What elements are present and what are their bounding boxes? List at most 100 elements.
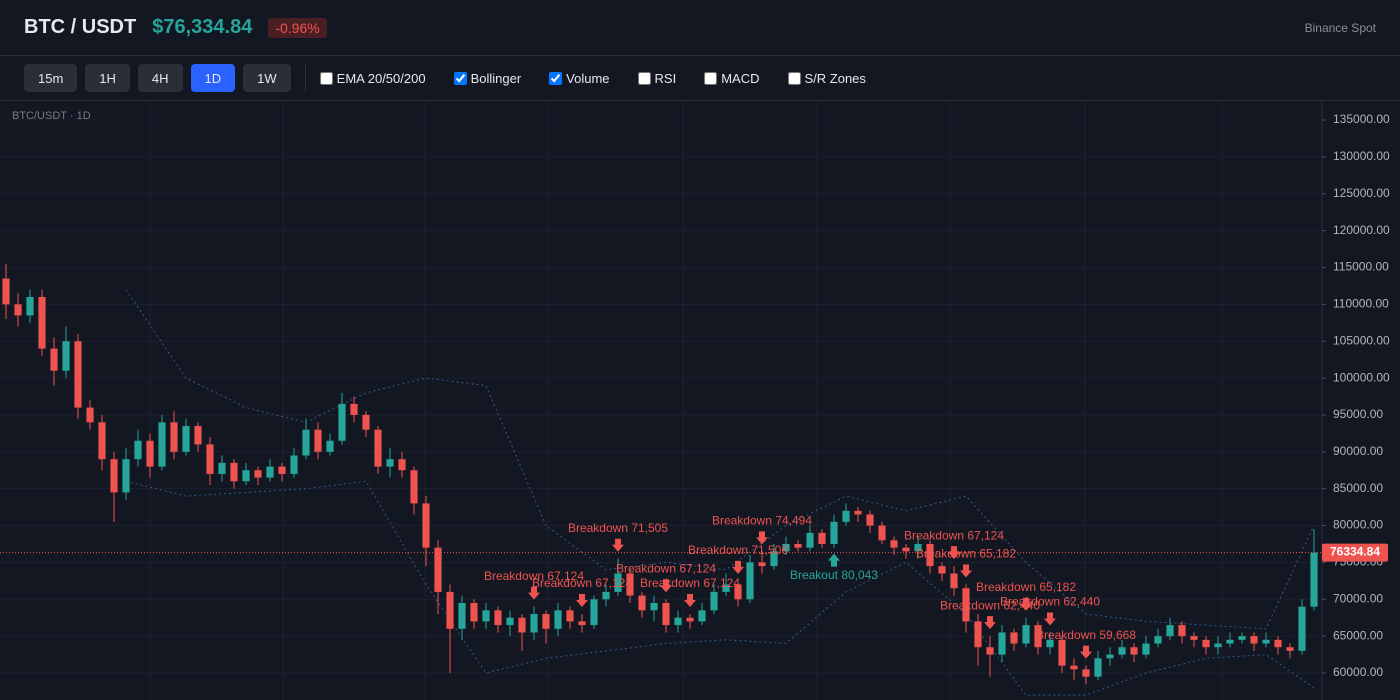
candle-body xyxy=(818,532,826,544)
breakdown-arrow xyxy=(660,579,672,593)
breakdown-arrow xyxy=(756,531,768,545)
candle-body xyxy=(230,462,238,482)
y-tick-label: 115000.00 xyxy=(1333,260,1389,274)
candle-body xyxy=(926,543,934,567)
candle-body xyxy=(794,543,802,548)
annotation-label: Breakdown 71,505 xyxy=(568,521,668,535)
candle-body xyxy=(26,296,34,316)
indicator-label: S/R Zones xyxy=(804,70,866,86)
annotation-label: Breakout 80,043 xyxy=(790,568,878,582)
annotation-label: Breakdown 62,440 xyxy=(940,598,1040,612)
breakdown-arrow xyxy=(732,560,744,574)
breakdown-arrow xyxy=(984,616,996,630)
candle-body xyxy=(686,617,694,622)
candle-body xyxy=(146,440,154,467)
annotation-label: Breakdown 65,182 xyxy=(976,580,1076,594)
candle-body xyxy=(806,532,814,548)
annotation-label: Breakdown 65,182 xyxy=(916,547,1016,561)
candle-body xyxy=(614,573,622,592)
candle-body xyxy=(1142,643,1150,655)
candle-body xyxy=(938,566,946,574)
candle-body xyxy=(1010,632,1018,644)
candle-body xyxy=(950,573,958,589)
timeframe-button[interactable]: 4H xyxy=(137,64,183,92)
candle-body xyxy=(1154,636,1162,644)
toolbar: 15m 1H 4H 1D 1W EMA 20/50/200 Bollinger Volume R… xyxy=(0,56,1400,101)
candle-body xyxy=(746,562,754,600)
candle-body xyxy=(782,543,790,552)
candle-body xyxy=(446,591,454,629)
candle-body xyxy=(254,470,262,478)
candle-body xyxy=(194,426,202,445)
candle-body xyxy=(518,617,526,633)
indicator-toggle[interactable]: RSI xyxy=(637,70,677,86)
candle-body xyxy=(1226,639,1234,644)
candle-body xyxy=(398,459,406,471)
candle-body xyxy=(242,470,250,482)
candle-body xyxy=(1058,639,1066,666)
candle-body xyxy=(1298,606,1306,651)
timeframe-button[interactable]: 1W xyxy=(243,64,291,92)
y-tick-label: 85000.00 xyxy=(1333,481,1383,495)
candle-body xyxy=(86,407,94,423)
candle-body xyxy=(98,422,106,460)
candle-body xyxy=(578,621,586,626)
candle-body xyxy=(182,426,190,452)
candle-body xyxy=(74,341,82,408)
candle-body xyxy=(1178,625,1186,637)
candle-body xyxy=(134,440,142,460)
candle-body xyxy=(386,459,394,467)
indicator-toggle[interactable]: MACD xyxy=(704,71,760,86)
candle-body xyxy=(662,602,670,626)
y-tick-label: 120000.00 xyxy=(1333,223,1390,237)
indicator-checkbox[interactable] xyxy=(704,71,718,85)
candle-body xyxy=(1094,658,1102,677)
breakdown-arrow xyxy=(612,538,624,552)
y-tick-label: 100000.00 xyxy=(1333,370,1390,384)
candle-body xyxy=(326,440,334,452)
timeframe-button[interactable]: 1D xyxy=(190,64,236,92)
annotation-label: Breakdown 74,494 xyxy=(712,514,812,528)
candle-body xyxy=(122,459,130,493)
candle-body xyxy=(986,647,994,655)
indicator-toggle[interactable]: S/R Zones xyxy=(787,70,866,86)
breakdown-arrow xyxy=(576,594,588,608)
candle-body xyxy=(1262,639,1270,644)
candle-body xyxy=(494,610,502,626)
candle-body xyxy=(878,525,886,541)
candle-body xyxy=(410,470,418,504)
indicator-toggle[interactable]: Volume xyxy=(549,71,610,86)
indicator-toggle[interactable]: EMA 20/50/200 xyxy=(319,71,426,86)
candle-body xyxy=(1130,647,1138,655)
breakdown-arrow xyxy=(1080,645,1092,659)
indicator-checkbox[interactable] xyxy=(637,71,651,85)
y-tick-label: 135000.00 xyxy=(1333,112,1390,126)
candle-body xyxy=(1082,669,1090,677)
indicator-checkbox[interactable] xyxy=(787,71,801,85)
y-tick-label: 70000.00 xyxy=(1333,591,1383,605)
indicator-toggle[interactable]: Bollinger xyxy=(453,71,521,86)
candle-body xyxy=(890,540,898,548)
candle-body xyxy=(626,573,634,596)
indicator-label: RSI xyxy=(654,70,677,86)
candle-body xyxy=(170,422,178,452)
candle-body xyxy=(38,296,46,349)
timeframe-button[interactable]: 1H xyxy=(85,64,130,92)
candle-body xyxy=(830,521,838,544)
candle-body xyxy=(1250,636,1258,644)
candle-body xyxy=(842,510,850,522)
candle-body xyxy=(1202,639,1210,648)
candle-body xyxy=(314,429,322,452)
annotation-label: Breakdown 67,124 xyxy=(904,528,1004,542)
timeframe-button[interactable]: 15m xyxy=(24,64,78,92)
indicator-checkbox[interactable] xyxy=(549,71,563,85)
indicator-checkbox[interactable] xyxy=(453,71,467,85)
candle-body xyxy=(602,591,610,600)
candle-body xyxy=(542,614,550,629)
indicator-checkbox[interactable] xyxy=(319,71,333,85)
annotation-label: Breakdown 67,124 xyxy=(640,576,740,590)
candle-body xyxy=(854,510,862,515)
y-tick-label: 110000.00 xyxy=(1333,297,1389,311)
candle-body xyxy=(266,466,274,478)
